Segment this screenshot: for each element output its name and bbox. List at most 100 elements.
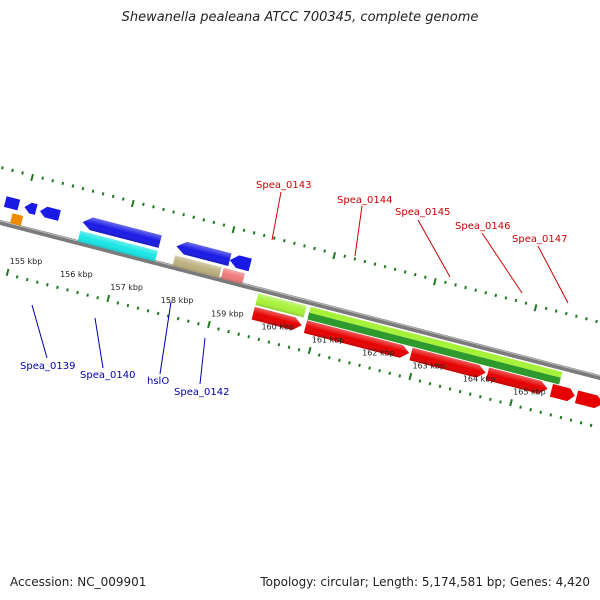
minor-tick bbox=[71, 184, 75, 188]
minor-tick bbox=[468, 392, 472, 396]
scale-label: 162 kbp bbox=[362, 348, 395, 357]
feature-pink[interactable] bbox=[220, 267, 245, 285]
minor-tick bbox=[111, 194, 115, 199]
minor-tick bbox=[116, 301, 120, 305]
minor-tick bbox=[267, 340, 271, 344]
minor-tick bbox=[186, 319, 190, 323]
tick-row-bottom bbox=[5, 268, 600, 430]
feature-cyan[interactable] bbox=[77, 230, 158, 262]
feature-blue-small-2[interactable] bbox=[23, 201, 38, 215]
minor-tick bbox=[272, 236, 276, 240]
major-tick bbox=[207, 320, 211, 329]
minor-tick bbox=[317, 353, 321, 357]
minor-tick bbox=[56, 285, 59, 290]
minor-tick bbox=[222, 223, 226, 227]
genome-summary-text: Topology: circular; Length: 5,174,581 bp… bbox=[260, 575, 590, 589]
feature-blue-small-3[interactable] bbox=[39, 205, 61, 221]
feature-spea-0144-green[interactable] bbox=[307, 306, 563, 385]
scale-label: 161 kbp bbox=[312, 335, 345, 344]
minor-tick bbox=[182, 212, 186, 217]
feature-red-4[interactable] bbox=[485, 367, 549, 396]
feature-red-2[interactable] bbox=[303, 320, 411, 359]
major-tick bbox=[5, 268, 10, 277]
minor-tick bbox=[242, 228, 246, 232]
major-tick bbox=[307, 346, 312, 355]
minor-tick bbox=[142, 202, 145, 206]
minor-tick bbox=[484, 291, 488, 295]
minor-tick bbox=[438, 384, 442, 389]
minor-tick bbox=[524, 301, 528, 305]
feature-red-3[interactable] bbox=[409, 347, 487, 380]
minor-tick bbox=[448, 387, 452, 391]
minor-tick bbox=[327, 355, 331, 360]
minor-tick bbox=[76, 290, 79, 295]
minor-tick bbox=[81, 186, 85, 191]
minor-tick bbox=[514, 298, 518, 303]
feature-blue-small-1[interactable] bbox=[3, 196, 21, 211]
leader-lines bbox=[31, 191, 569, 385]
major-tick bbox=[408, 372, 413, 381]
minor-tick bbox=[212, 220, 216, 225]
minor-tick bbox=[494, 293, 498, 298]
feature-red-5[interactable] bbox=[549, 384, 576, 403]
minor-tick bbox=[51, 179, 55, 183]
minor-tick bbox=[554, 309, 558, 313]
gene-label-hslo[interactable]: hslO bbox=[147, 376, 169, 387]
gene-label-spea-0142[interactable]: Spea_0142 bbox=[174, 387, 229, 398]
gene-label-spea-0147[interactable]: Spea_0147 bbox=[512, 234, 567, 245]
feature-blue-small-4[interactable] bbox=[228, 253, 252, 272]
minor-tick bbox=[197, 322, 200, 326]
minor-tick bbox=[66, 288, 69, 292]
minor-tick bbox=[136, 306, 140, 310]
minor-tick bbox=[86, 293, 89, 297]
gene-label-spea-0145[interactable]: Spea_0145 bbox=[395, 207, 450, 218]
minor-tick bbox=[474, 288, 478, 292]
minor-tick bbox=[413, 272, 417, 277]
feature-red-1[interactable] bbox=[251, 306, 304, 332]
feature-orange[interactable] bbox=[10, 213, 24, 226]
feature-red-6[interactable] bbox=[574, 390, 600, 411]
minor-tick bbox=[21, 171, 24, 175]
scale-label: 165 kbp bbox=[513, 387, 546, 396]
gene-label-spea-0143[interactable]: Spea_0143 bbox=[256, 180, 311, 191]
gene-label-spea-0140[interactable]: Spea_0140 bbox=[80, 370, 135, 381]
minor-tick bbox=[444, 280, 447, 285]
minor-tick bbox=[585, 317, 588, 321]
minor-tick bbox=[323, 249, 326, 253]
tick-row-top bbox=[1, 166, 598, 324]
gene-label-spea-0146[interactable]: Spea_0146 bbox=[455, 221, 510, 232]
minor-tick bbox=[152, 205, 155, 209]
feature-spea-0140[interactable] bbox=[81, 215, 162, 248]
minor-tick bbox=[579, 421, 583, 425]
feature-khaki[interactable] bbox=[172, 255, 222, 278]
minor-tick bbox=[373, 262, 377, 266]
scale-label: 158 kbp bbox=[161, 296, 194, 305]
major-tick bbox=[130, 199, 135, 208]
minor-tick bbox=[358, 363, 361, 368]
minor-tick bbox=[287, 345, 291, 349]
minor-tick bbox=[338, 358, 341, 362]
feature-spea-0143-lightgreen[interactable] bbox=[255, 293, 307, 318]
minor-tick bbox=[176, 316, 180, 321]
scale-label: 163 kbp bbox=[412, 361, 445, 370]
minor-tick bbox=[162, 207, 165, 212]
minor-tick bbox=[595, 319, 598, 324]
gene-label-spea-0139[interactable]: Spea_0139 bbox=[20, 361, 75, 372]
gene-label-spea-0144[interactable]: Spea_0144 bbox=[337, 195, 392, 206]
minor-tick bbox=[569, 418, 573, 422]
scale-label: 159 kbp bbox=[211, 309, 244, 318]
major-tick bbox=[509, 398, 513, 407]
minor-tick bbox=[458, 389, 462, 394]
minor-tick bbox=[504, 296, 508, 300]
minor-tick bbox=[423, 275, 427, 279]
minor-tick bbox=[61, 181, 65, 186]
scale-label: 160 kbp bbox=[261, 322, 294, 331]
feature-hslo-blue[interactable] bbox=[175, 240, 232, 266]
minor-tick bbox=[46, 283, 49, 287]
major-tick bbox=[231, 225, 236, 234]
minor-tick bbox=[237, 332, 241, 336]
major-tick bbox=[106, 294, 111, 303]
minor-tick bbox=[91, 189, 95, 193]
minor-tick bbox=[101, 192, 105, 196]
